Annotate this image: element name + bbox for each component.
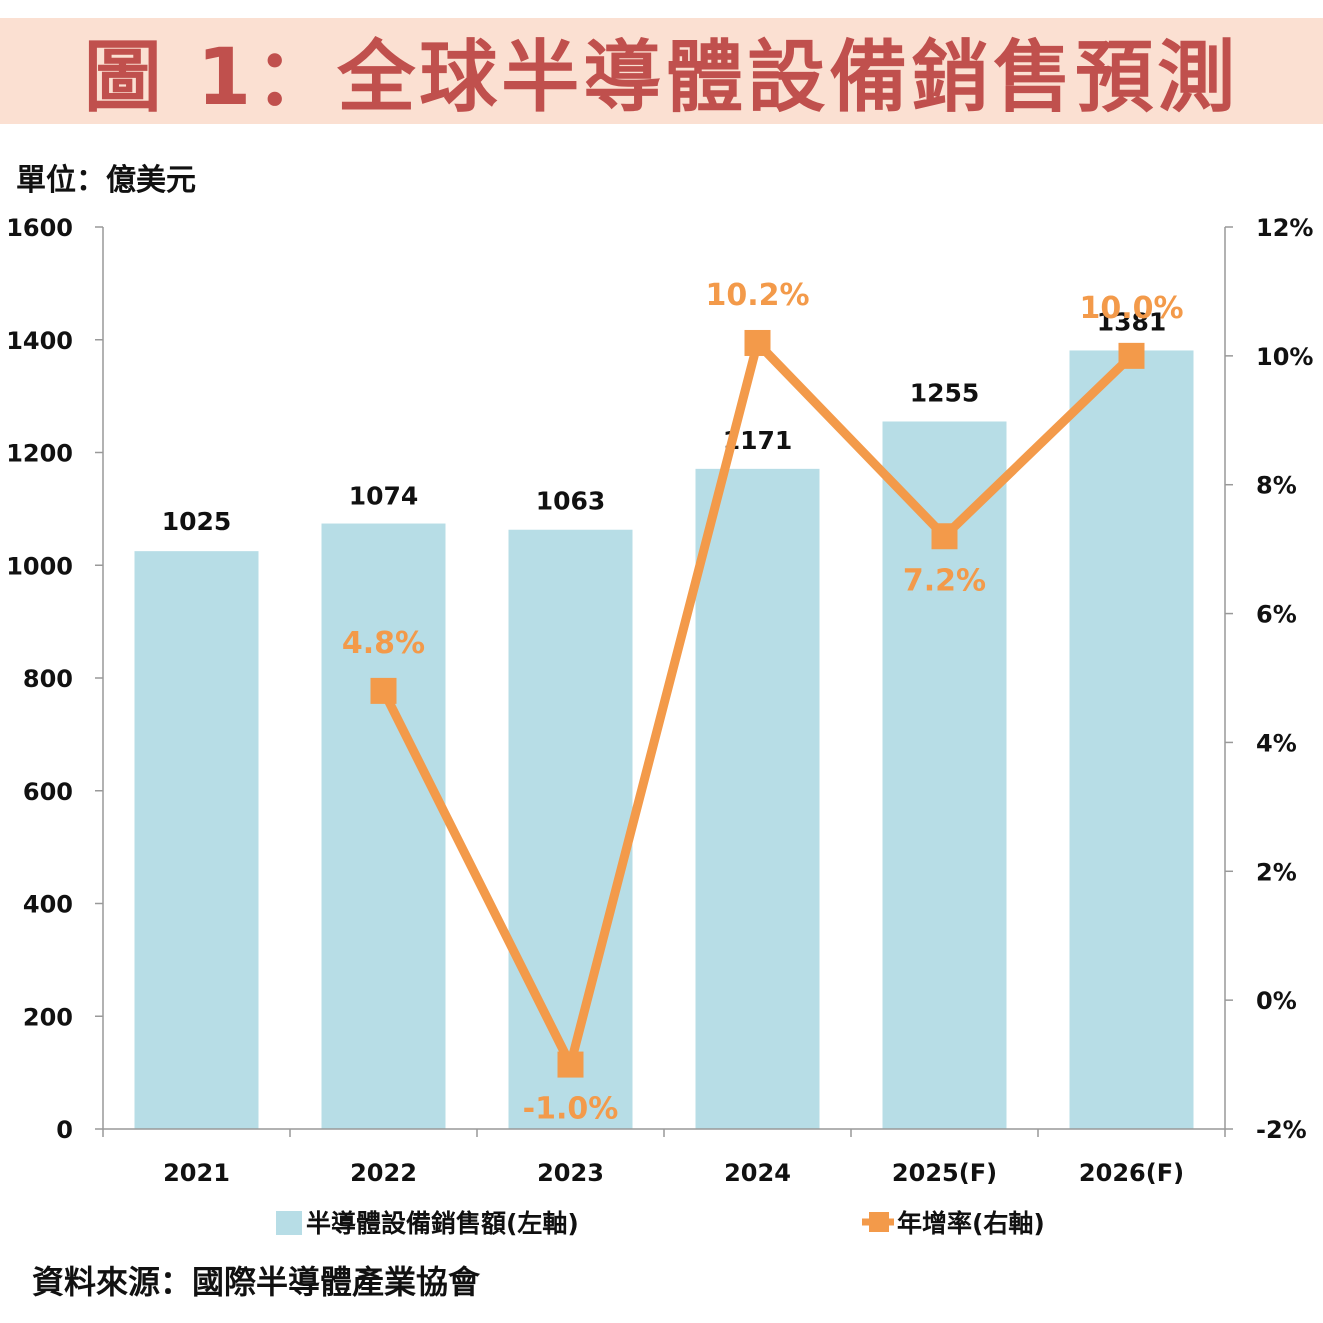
legend-bar-swatch	[276, 1211, 302, 1235]
x-tick-label: 2022	[350, 1159, 417, 1187]
x-tick-label: 2025(F)	[892, 1159, 997, 1187]
chart-title: 圖 1：全球半導體設備銷售預測	[83, 33, 1240, 123]
x-tick-label: 2024	[724, 1159, 791, 1187]
bar-2026(F)	[1069, 350, 1194, 1129]
right-tick-label: 4%	[1256, 729, 1297, 757]
x-tick-label: 2026(F)	[1079, 1159, 1184, 1187]
source-label: 資料來源：國際半導體產業協會	[32, 1263, 481, 1301]
growth-rate-label: 4.8%	[342, 626, 425, 661]
bar-2022	[321, 523, 446, 1129]
left-tick-label: 1600	[6, 214, 73, 242]
right-tick-label: 2%	[1256, 858, 1297, 886]
right-tick-label: 12%	[1256, 214, 1313, 242]
legend-line-marker	[869, 1212, 889, 1232]
right-tick-label: 6%	[1256, 601, 1297, 629]
bar-value-label: 1063	[536, 487, 606, 516]
bar-value-label: 1255	[910, 378, 980, 407]
left-tick-label: 1200	[6, 440, 73, 468]
x-tick-label: 2023	[537, 1159, 604, 1187]
right-tick-label: 8%	[1256, 472, 1297, 500]
bar-2021	[134, 551, 259, 1129]
left-tick-label: 200	[23, 1003, 73, 1031]
bar-value-label: 1025	[162, 507, 232, 536]
left-tick-label: 800	[23, 665, 73, 693]
growth-rate-label: 10.0%	[1079, 291, 1183, 326]
legend-bar-label: 半導體設備銷售額(左軸)	[306, 1209, 579, 1238]
growth-marker-2022	[370, 677, 397, 704]
growth-marker-2026(F)	[1118, 342, 1145, 369]
left-tick-label: 1000	[6, 552, 73, 580]
right-tick-label: 0%	[1256, 987, 1297, 1015]
bar-value-label: 1381	[1097, 307, 1167, 336]
left-tick-label: 600	[23, 778, 73, 806]
unit-label: 單位：億美元	[16, 163, 196, 198]
growth-marker-2023	[557, 1051, 584, 1078]
left-tick-label: 0	[56, 1116, 73, 1144]
growth-marker-2025(F)	[931, 523, 958, 550]
left-tick-label: 400	[23, 891, 73, 919]
right-tick-label: -2%	[1256, 1116, 1307, 1144]
growth-rate-label: 10.2%	[705, 278, 809, 313]
growth-marker-2024	[744, 329, 771, 356]
growth-rate-label: 7.2%	[903, 563, 986, 598]
bar-2024	[695, 468, 820, 1129]
left-tick-label: 1400	[6, 327, 73, 355]
legend-line-label: 年增率(右軸)	[897, 1209, 1045, 1238]
bar-value-label: 1074	[349, 482, 419, 511]
right-tick-label: 10%	[1256, 343, 1313, 371]
bar-2023	[508, 529, 633, 1129]
x-tick-label: 2021	[163, 1159, 230, 1187]
growth-rate-label: -1.0%	[523, 1092, 619, 1127]
title-band: 圖 1：全球半導體設備銷售預測	[0, 18, 1323, 124]
